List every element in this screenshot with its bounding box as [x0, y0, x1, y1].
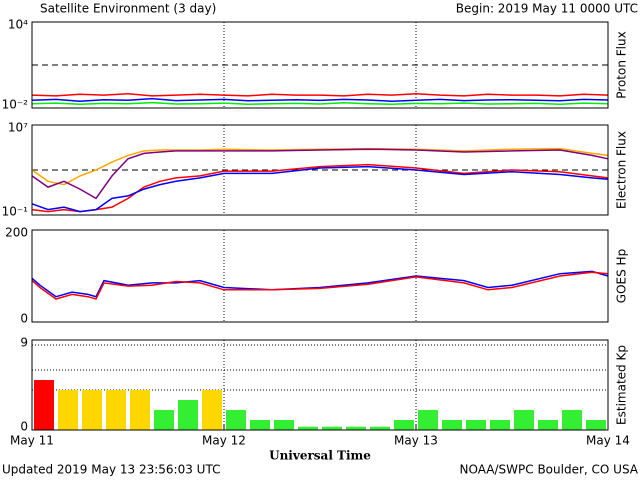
- panel-frame: [31, 124, 609, 216]
- panel-frame: [31, 229, 609, 323]
- bar: [466, 420, 486, 430]
- bar: [178, 400, 198, 430]
- updated: Updated 2019 May 13 23:56:03 UTC: [2, 463, 220, 477]
- bar: [106, 390, 126, 430]
- y-tick-label: 0: [20, 420, 28, 434]
- bar: [346, 426, 366, 430]
- bar: [370, 426, 390, 430]
- x-tick-label: May 13: [394, 434, 438, 448]
- panel-frame: [31, 21, 609, 109]
- bar: [250, 420, 270, 430]
- title: Satellite Environment (3 day): [40, 2, 216, 16]
- bar: [322, 426, 342, 430]
- bar: [274, 420, 294, 430]
- bar: [154, 410, 174, 430]
- begin: Begin: 2019 May 11 0000 UTC: [456, 2, 638, 16]
- series-line: [31, 101, 609, 106]
- series-line: [31, 270, 609, 298]
- bar: [82, 390, 102, 430]
- bar: [586, 420, 606, 430]
- panel-frame: [31, 339, 609, 431]
- x-axis-label: Universal Time: [269, 449, 371, 463]
- x-tick-label: May 12: [202, 434, 246, 448]
- bar: [298, 426, 318, 430]
- bar: [58, 390, 78, 430]
- x-tick-label: May 14: [586, 434, 630, 448]
- y-axis-label: Estimated Kp: [615, 345, 629, 425]
- y-tick-label: 200: [5, 226, 28, 240]
- y-axis-label: GOES Hp: [615, 249, 629, 303]
- y-tick-label: 9: [20, 336, 28, 350]
- bar: [202, 390, 222, 430]
- series-line: [31, 165, 609, 213]
- y-tick-label: 0: [20, 312, 28, 326]
- bar: [442, 420, 462, 430]
- series-line: [31, 271, 609, 300]
- bar: [34, 380, 54, 430]
- bar: [418, 410, 438, 430]
- y-tick-label: 10⁷: [8, 121, 28, 135]
- y-tick-label: 10⁻¹: [2, 205, 29, 219]
- y-axis-label: Proton Flux: [615, 31, 629, 98]
- x-tick-label: May 11: [10, 434, 54, 448]
- y-axis-label: Electron Flux: [615, 131, 629, 209]
- bar: [226, 410, 246, 430]
- bar: [490, 420, 510, 430]
- series-line: [31, 97, 609, 102]
- bar: [538, 420, 558, 430]
- y-tick-label: 10⁴: [8, 18, 28, 32]
- series-line: [31, 92, 609, 97]
- y-tick-label: 10⁻²: [2, 98, 29, 112]
- series-line: [31, 148, 609, 200]
- credit: NOAA/SWPC Boulder, CO USA: [460, 463, 639, 477]
- bar: [130, 390, 150, 430]
- bar: [562, 410, 582, 430]
- series-line: [31, 147, 609, 186]
- bar: [514, 410, 534, 430]
- bar: [394, 420, 414, 430]
